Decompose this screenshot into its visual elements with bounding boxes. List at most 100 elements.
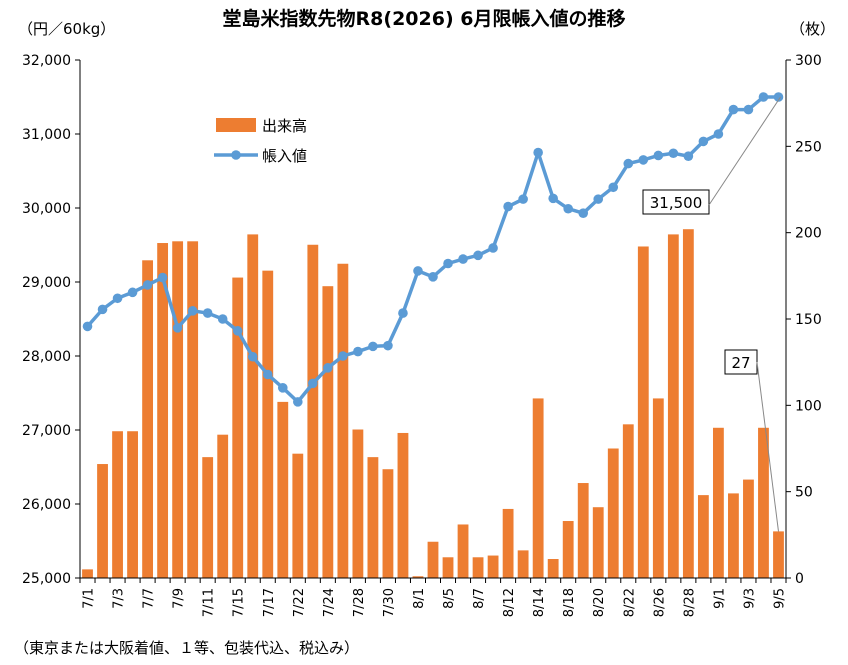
- right-tick-label: 100: [795, 398, 822, 414]
- price-point: [353, 346, 363, 357]
- volume-bar: [728, 493, 739, 578]
- x-tick-label: 7/1: [82, 588, 97, 609]
- left-tick-label: 31,000: [22, 127, 71, 143]
- volume-bar: [262, 270, 274, 578]
- left-tick-label: 32,000: [22, 53, 71, 69]
- price-point: [563, 203, 573, 214]
- left-tick-label: 29,000: [22, 275, 71, 291]
- chart-title: 堂島米指数先物R8(2026) 6月限帳入値の推移: [222, 8, 626, 30]
- volume-bar: [622, 424, 634, 578]
- x-tick-label: 7/17: [262, 588, 277, 617]
- volume-bar: [427, 541, 439, 578]
- price-point: [533, 147, 543, 158]
- price-point: [593, 194, 604, 204]
- x-tick-label: 8/20: [592, 588, 607, 617]
- volume-bar: [517, 550, 529, 578]
- x-tick-label: 8/7: [472, 588, 487, 609]
- x-tick-label: 8/28: [682, 588, 697, 617]
- price-point: [578, 208, 589, 218]
- price-point: [488, 243, 498, 253]
- volume-bar: [502, 508, 514, 578]
- volume-bar: [697, 495, 709, 578]
- right-tick-label: 0: [795, 571, 804, 587]
- price-point: [668, 148, 679, 159]
- volume-bar: [592, 507, 604, 578]
- price-point: [338, 351, 348, 361]
- x-tick-label: 8/26: [652, 588, 667, 617]
- legend-swatch-volume: [216, 118, 256, 132]
- price-point: [773, 92, 784, 102]
- left-axis-unit: （円／60kg）: [18, 20, 116, 38]
- volume-bar: [773, 531, 784, 578]
- volume-bar: [547, 559, 559, 578]
- price-point: [368, 341, 378, 352]
- price-point: [728, 104, 739, 115]
- price-point: [503, 201, 513, 212]
- volume-callout-label: 27: [731, 354, 750, 372]
- price-point: [112, 293, 123, 304]
- volume-bar: [457, 524, 469, 578]
- right-tick-label: 50: [795, 485, 813, 501]
- price-point: [142, 280, 153, 290]
- volume-bar: [202, 457, 214, 578]
- volume-bar: [607, 448, 619, 578]
- price-point: [638, 155, 649, 165]
- x-tick-label: 9/1: [712, 588, 727, 609]
- price-point: [247, 351, 258, 362]
- volume-bar: [682, 229, 694, 579]
- left-tick-label: 28,000: [22, 349, 71, 365]
- price-point: [308, 378, 318, 389]
- x-tick-label: 8/14: [532, 588, 547, 617]
- volume-bar: [112, 431, 123, 578]
- volume-bar: [337, 263, 349, 578]
- volume-bar: [232, 277, 244, 578]
- volume-bar: [217, 434, 229, 578]
- price-point: [398, 308, 408, 318]
- volume-bar: [562, 521, 574, 578]
- price-point: [127, 287, 138, 298]
- x-tick-label: 7/30: [382, 588, 397, 617]
- price-point: [473, 250, 483, 261]
- price-point: [323, 363, 333, 373]
- legend-label-volume: 出来高: [262, 117, 307, 135]
- right-axis-unit: （枚）: [790, 20, 836, 38]
- volume-bar: [82, 569, 93, 578]
- volume-bar: [277, 401, 289, 578]
- price-point: [758, 92, 769, 102]
- price-point: [698, 136, 709, 147]
- volume-bar: [247, 234, 259, 579]
- volume-bar: [382, 469, 394, 578]
- volume-bar: [743, 479, 754, 578]
- legend-marker-price: [231, 150, 241, 160]
- x-tick-label: 9/3: [742, 588, 757, 609]
- x-tick-label: 7/15: [232, 588, 247, 617]
- price-point: [548, 193, 558, 204]
- volume-bar: [577, 483, 589, 578]
- price-point: [217, 314, 228, 324]
- price-point: [608, 182, 619, 193]
- x-tick-label: 7/7: [142, 588, 157, 609]
- price-callout-label: 31,500: [650, 194, 703, 212]
- price-callout-box: [642, 189, 710, 215]
- x-tick-label: 7/9: [172, 588, 187, 609]
- volume-callout-box: [724, 349, 758, 375]
- volume-bar: [187, 241, 199, 579]
- price-point: [293, 397, 303, 407]
- price-point: [262, 369, 273, 380]
- x-tick-label: 9/5: [772, 588, 787, 609]
- right-tick-label: 250: [795, 139, 822, 155]
- price-point: [187, 306, 198, 316]
- price-point: [383, 340, 393, 351]
- volume-bar: [442, 557, 454, 578]
- x-tick-label: 7/11: [202, 588, 217, 617]
- price-point: [443, 258, 453, 269]
- volume-bar: [652, 398, 664, 578]
- price-point: [202, 308, 213, 318]
- price-point: [713, 129, 724, 139]
- price-point: [97, 304, 108, 315]
- price-point: [653, 150, 664, 161]
- volume-bar: [97, 464, 108, 578]
- x-tick-label: 7/24: [322, 588, 337, 617]
- volume-bar: [758, 427, 769, 578]
- right-tick-label: 200: [795, 226, 822, 242]
